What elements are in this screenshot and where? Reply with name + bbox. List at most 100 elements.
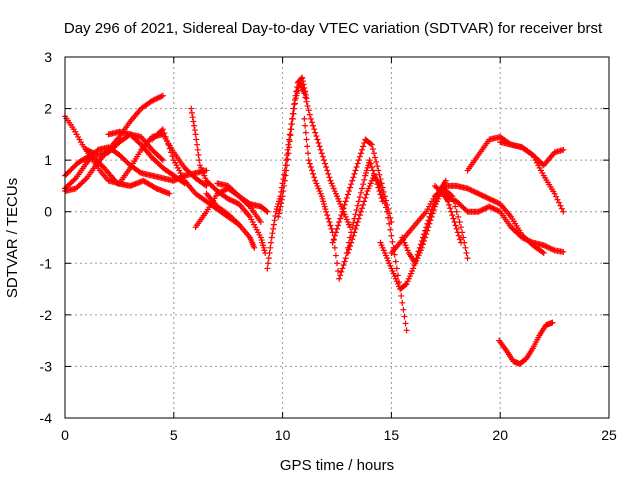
data-point [419,241,426,248]
data-point [354,202,361,209]
data-point [334,225,340,232]
data-point [158,155,165,162]
data-series-track-16 [329,136,395,246]
data-point [428,213,435,220]
data-point [323,208,330,215]
data-point [311,174,318,181]
data-point [392,258,399,265]
data-point [476,208,483,215]
data-point [229,197,236,204]
data-point [277,203,284,210]
data-point [166,145,173,152]
data-point [463,207,470,214]
data-point [166,190,173,197]
data-point [331,244,338,251]
x-tick-label: 10 [275,427,291,443]
data-point [384,208,391,215]
data-point [478,191,485,198]
data-point [401,313,408,320]
data-point [302,122,309,129]
data-point [391,251,398,258]
data-point [155,94,162,101]
data-point [355,215,362,222]
data-point [352,167,359,174]
data-point [192,131,199,138]
data-point [351,170,358,177]
data-point [332,229,339,236]
data-point [344,249,351,256]
plot-layer [62,74,567,367]
data-point [347,184,354,191]
data-point [456,236,463,243]
data-point [245,200,252,207]
data-series-track-10 [203,190,258,251]
data-point [422,234,429,241]
data-point [475,190,482,197]
data-point [375,167,382,174]
data-point [546,244,553,251]
data-point [280,188,287,195]
data-point [551,190,558,197]
data-point [320,157,327,164]
data-point [544,244,551,251]
data-point [338,212,345,219]
data-point [366,157,373,164]
data-point [491,198,498,205]
data-point [230,198,237,205]
data-point [340,205,347,212]
data-series-track-17 [344,172,410,334]
x-tick-label: 20 [492,427,508,443]
data-point [394,272,401,279]
data-point [490,197,497,204]
data-point [83,146,90,153]
data-point [287,132,294,139]
data-point [188,105,195,112]
data-point [474,190,481,197]
data-point [362,194,369,201]
data-point [270,225,277,232]
data-point [257,219,264,226]
data-point [194,146,201,153]
data-point [357,208,364,215]
data-point [275,213,282,220]
data-point [398,292,405,299]
data-point [158,93,165,100]
data-point [353,222,360,229]
data-point [168,149,175,156]
data-point [377,182,384,189]
data-point [217,189,224,196]
data-point [264,208,271,215]
data-point [304,143,311,150]
data-point [190,118,197,125]
data-point [267,244,274,251]
data-point [543,243,550,250]
data-point [306,111,313,118]
data-point [557,202,564,209]
data-point [353,206,360,213]
data-point [455,213,462,220]
data-point [461,239,468,246]
data-point [312,129,319,136]
data-point [302,129,309,136]
data-point [459,229,466,236]
y-tick-label: -4 [40,410,53,426]
data-point [472,189,479,196]
data-point [355,157,362,164]
data-point [359,146,366,153]
y-tick-label: 1 [44,152,52,168]
data-point [447,205,454,212]
plot-frame [64,56,610,419]
data-point [289,121,296,128]
data-point [310,122,317,129]
y-tick-label: 0 [44,204,52,220]
data-point [233,199,240,206]
data-point [402,320,409,327]
data-point [441,184,448,191]
data-series-track-24 [497,139,567,215]
data-point [159,157,166,164]
data-point [291,105,298,112]
x-tick-label: 25 [601,427,617,443]
data-point [400,306,407,313]
data-point [361,198,368,205]
